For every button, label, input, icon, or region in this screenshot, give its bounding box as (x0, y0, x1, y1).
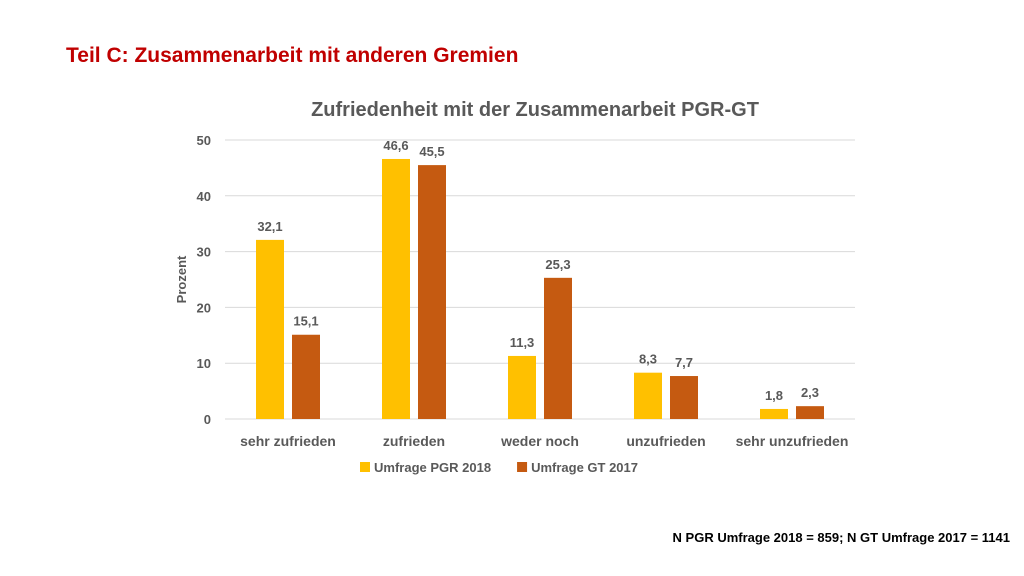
bar (796, 406, 824, 419)
slide-title: Teil C: Zusammenarbeit mit anderen Gremi… (66, 44, 519, 67)
legend-swatch (517, 462, 528, 472)
data-label: 25,3 (545, 257, 570, 272)
y-tick-label: 0 (204, 412, 211, 427)
data-label: 2,3 (801, 385, 819, 400)
chart-title: Zufriedenheit mit der Zusammenarbeit PGR… (311, 99, 759, 121)
bar (256, 239, 284, 419)
data-label: 7,7 (675, 355, 693, 370)
y-axis-label: Prozent (174, 255, 189, 303)
x-tick-label: zufrieden (383, 433, 445, 449)
data-label: 32,1 (257, 219, 282, 234)
x-tick-label: sehr zufrieden (240, 433, 336, 449)
x-tick-label: sehr unzufrieden (736, 433, 849, 449)
data-label: 8,3 (639, 352, 657, 367)
bar-chart: Zufriedenheit mit der Zusammenarbeit PGR… (174, 99, 855, 475)
x-tick-label: weder noch (500, 433, 579, 449)
legend-label: Umfrage PGR 2018 (374, 460, 491, 475)
data-label: 1,8 (765, 388, 783, 403)
bar (418, 165, 446, 419)
bar (508, 355, 536, 419)
bar (382, 158, 410, 420)
data-label: 45,5 (419, 144, 444, 159)
y-tick-label: 50 (197, 133, 211, 148)
bar (670, 376, 698, 419)
legend-swatch (360, 462, 370, 472)
y-tick-label: 10 (197, 356, 211, 371)
x-tick-label: unzufrieden (626, 433, 705, 449)
sample-size-footnote: N PGR Umfrage 2018 = 859; N GT Umfrage 2… (672, 530, 1010, 545)
chart-container: Zufriedenheit mit der Zusammenarbeit PGR… (160, 88, 870, 498)
y-tick-label: 30 (197, 245, 211, 260)
bar (544, 277, 572, 419)
y-tick-label: 20 (197, 300, 211, 315)
bar (292, 334, 320, 419)
data-label: 11,3 (510, 335, 535, 350)
y-tick-label: 40 (197, 189, 211, 204)
bar (634, 372, 662, 419)
bar (760, 408, 788, 419)
data-label: 46,6 (383, 138, 408, 153)
data-label: 15,1 (293, 314, 318, 329)
legend-label: Umfrage GT 2017 (531, 460, 638, 475)
